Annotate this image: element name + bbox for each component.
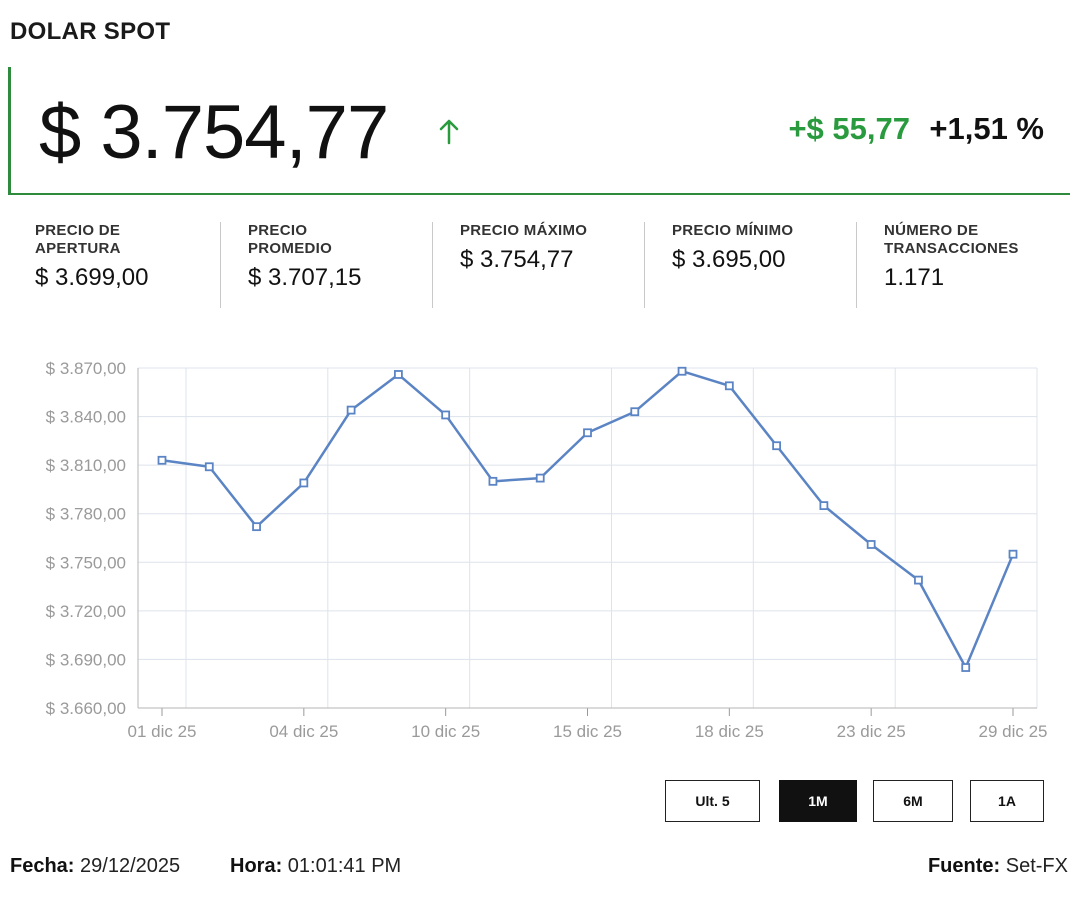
y-tick-label: $ 3.810,00: [46, 456, 126, 475]
stat-average-price: PRECIO PROMEDIO $ 3.707,15: [220, 222, 432, 308]
source-label: Fuente:: [927, 855, 1001, 877]
data-point: [535, 473, 545, 483]
x-tick-label: 04 dic 25: [269, 722, 338, 741]
data-point: [630, 407, 640, 417]
price-change-absolute: +$ 55,77: [788, 111, 910, 146]
stat-label: PRECIO MÁXIMO: [460, 222, 588, 239]
x-tick-label: 15 dic 25: [553, 722, 622, 741]
date-label: Fecha:: [10, 855, 75, 877]
data-point: [961, 663, 971, 672]
stat-transactions: NÚMERO DE TRANSACCIONES 1.171: [856, 222, 1068, 308]
price-panel: $ 3.754,77 +$ 55,77 +1,51 %: [8, 67, 1070, 195]
y-tick-label: $ 3.660,00: [46, 699, 126, 718]
source-value: Set-FX: [1005, 855, 1068, 877]
data-point: [819, 501, 829, 511]
stat-min-price: PRECIO MÍNIMO $ 3.695,00: [644, 222, 856, 308]
stat-value: 1.171: [884, 264, 945, 291]
stat-value: $ 3.699,00: [35, 264, 149, 291]
data-point: [252, 522, 261, 532]
x-tick-label: 18 dic 25: [695, 722, 764, 741]
data-point: [914, 575, 923, 585]
range-button-ult5[interactable]: Ult. 5: [665, 780, 760, 822]
y-tick-label: $ 3.720,00: [46, 602, 126, 621]
stat-label: PRECIO DE APERTURA: [35, 222, 121, 257]
y-tick-label: $ 3.750,00: [46, 553, 126, 572]
stat-value: $ 3.695,00: [672, 246, 786, 273]
footer-source: Fuente: Set-FX: [928, 855, 1068, 878]
data-point: [393, 370, 403, 379]
x-tick-label: 01 dic 25: [128, 722, 197, 741]
x-tick-label: 10 dic 25: [411, 722, 480, 741]
range-button-6m[interactable]: 6M: [873, 780, 953, 822]
price-line-chart: $ 3.870,00 $ 3.840,00 $ 3.810,00 $ 3.780,00…: [46, 359, 1048, 741]
x-tick-label: 23 dic 25: [837, 722, 906, 741]
y-tick-label: $ 3.870,00: [46, 359, 126, 378]
data-point: [204, 462, 214, 472]
stat-opening-price: PRECIO DE APERTURA $ 3.699,00: [8, 222, 220, 308]
data-point: [346, 405, 356, 415]
data-point: [677, 366, 687, 376]
data-point: [441, 410, 451, 420]
stat-label: NÚMERO DE TRANSACCIONES: [884, 222, 1019, 257]
x-tick-label: 29 dic 25: [979, 722, 1048, 741]
price-change-percent: +1,51 %: [929, 111, 1044, 146]
range-button-1a[interactable]: 1A: [970, 780, 1044, 822]
data-point: [866, 540, 876, 549]
stat-label: PRECIO PROMEDIO: [248, 222, 333, 257]
stat-label: PRECIO MÍNIMO: [672, 222, 794, 239]
data-point: [299, 478, 309, 488]
data-point: [1008, 549, 1018, 559]
y-tick-label: $ 3.780,00: [46, 505, 126, 524]
series-line: [161, 369, 1015, 669]
time-value: 01:01:41 PM: [287, 855, 402, 877]
y-tick-label: $ 3.840,00: [46, 408, 126, 427]
range-button-1m[interactable]: 1M: [779, 780, 857, 822]
footer-date: Fecha: 29/12/2025: [10, 855, 180, 878]
stat-max-price: PRECIO MÁXIMO $ 3.754,77: [432, 222, 644, 308]
current-price: $ 3.754,77: [39, 90, 389, 175]
data-point: [157, 455, 167, 465]
page-title: DOLAR SPOT: [10, 18, 171, 45]
stat-value: $ 3.754,77: [460, 246, 574, 273]
time-label: Hora:: [230, 855, 283, 877]
stat-value: $ 3.707,15: [248, 264, 362, 291]
data-point: [583, 428, 592, 438]
data-point: [488, 476, 498, 486]
arrow-up-icon: [439, 119, 459, 145]
data-point: [772, 441, 782, 451]
footer-time: Hora: 01:01:41 PM: [230, 855, 401, 878]
date-value: 29/12/2025: [80, 855, 181, 877]
y-tick-label: $ 3.690,00: [46, 650, 126, 669]
data-point: [724, 381, 734, 391]
stats-row: PRECIO DE APERTURA $ 3.699,00 PRECIO PRO…: [8, 222, 1070, 310]
